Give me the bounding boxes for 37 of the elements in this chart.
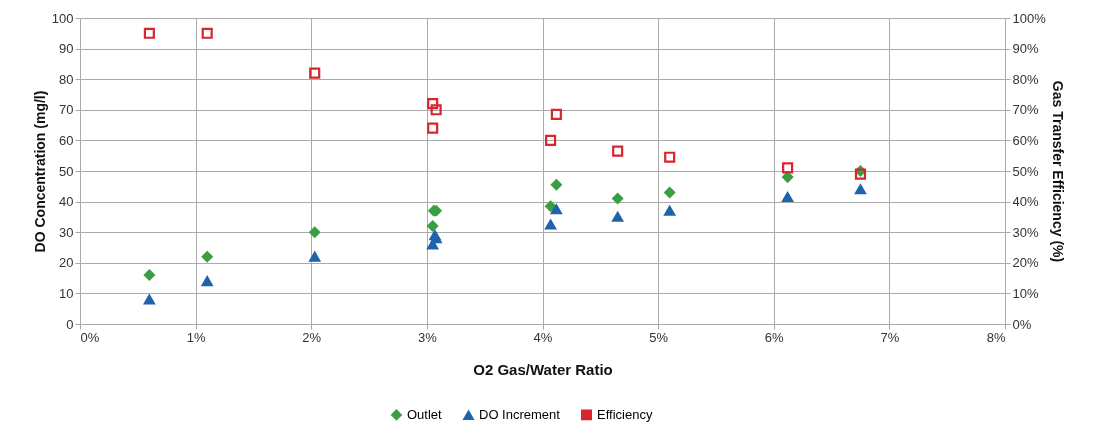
y-tick-label: 60 (59, 132, 74, 148)
y2-tick-label: 70% (1012, 102, 1039, 118)
x-tick-label: 4% (533, 329, 553, 345)
y-tick-label: 80 (59, 71, 74, 87)
x-tick-label: 2% (302, 329, 322, 345)
y-tick-label: 30 (59, 224, 74, 240)
y-tick-label: 40 (59, 194, 74, 210)
legend-label: Outlet (407, 406, 443, 422)
y-axis-title: DO Concentration (mg/l) (31, 90, 48, 253)
y-tick-label: 0 (66, 316, 74, 332)
y-tick-label: 70 (59, 102, 74, 118)
y2-tick-label: 80% (1012, 71, 1039, 87)
y-tick-label: 10 (59, 285, 74, 301)
legend-label: DO Increment (479, 407, 561, 423)
y2-tick-label: 30% (1012, 224, 1039, 240)
y2-tick-label: 100% (1012, 10, 1047, 26)
y2-axis-title: Gas Transfer Efficiency (%) (1049, 80, 1066, 263)
y2-tick-label: 10% (1012, 285, 1039, 301)
x-tick-label: 7% (880, 329, 900, 345)
y2-tick-label: 20% (1012, 255, 1039, 271)
legend-label: Efficiency (597, 406, 653, 422)
y2-tick-label: 0% (1012, 316, 1032, 332)
x-tick-label: 1% (186, 329, 206, 345)
y-tick-label: 20 (59, 255, 74, 271)
x-axis-title: O2 Gas/Water Ratio (473, 360, 613, 378)
y-tick-label: 50 (59, 163, 74, 179)
y2-tick-label: 90% (1012, 41, 1039, 57)
y-tick-label: 90 (59, 41, 74, 57)
x-tick-label: 3% (417, 329, 438, 345)
x-tick-label: 8% (986, 329, 1006, 345)
y2-tick-label: 40% (1012, 194, 1039, 210)
x-tick-label: 6% (764, 329, 785, 345)
y2-tick-label: 50% (1012, 163, 1039, 179)
y2-tick-label: 60% (1012, 132, 1039, 148)
y-tick-label: 100 (51, 10, 74, 26)
x-tick-label: 0% (80, 329, 100, 345)
x-tick-label: 5% (649, 329, 669, 345)
